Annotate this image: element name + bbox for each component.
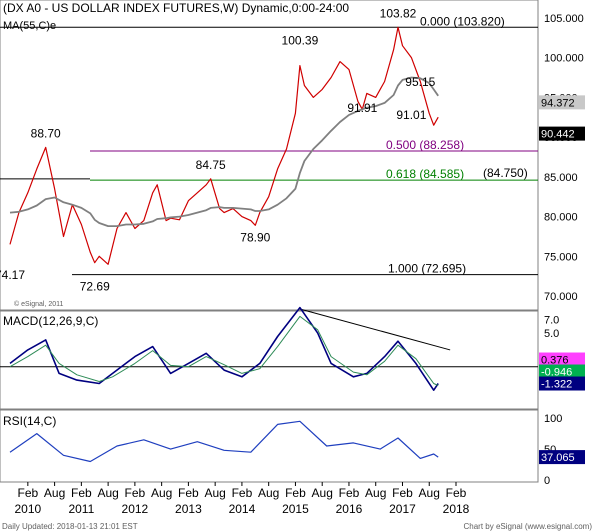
price-annotation: 72.69: [80, 280, 110, 294]
x-month-label: Feb: [71, 486, 92, 500]
value-tag-bg: [539, 126, 585, 141]
rsi-panel-bg: [0, 409, 539, 483]
x-month-label: Feb: [17, 486, 38, 500]
x-month-label: Feb: [392, 486, 413, 500]
rsi-title: RSI(14,C): [3, 414, 56, 428]
y-tick-label: 0: [544, 475, 550, 487]
x-axis: Feb Aug Feb Aug Feb Aug Feb Aug Feb Aug Feb Aug Feb A…: [14, 482, 470, 516]
x-month-label: Aug: [419, 486, 440, 500]
side-level-label: (84.750): [483, 166, 528, 180]
macd-panel: 05.07.00.376-0.946-1.322: [0, 306, 585, 392]
x-month-label: Feb: [285, 486, 306, 500]
y-tick-label: 75.000: [544, 251, 578, 263]
x-month-label: Aug: [258, 486, 279, 500]
x-year-label: 2012: [122, 502, 149, 516]
series-line-0: [9, 306, 439, 392]
x-month-label: Aug: [365, 486, 386, 500]
price-annotation: 91.91: [347, 101, 377, 115]
y-tick-label: 80.000: [544, 212, 578, 224]
value-tag-bg: [539, 352, 585, 367]
rsi-panel: 05010037.065: [9, 413, 585, 487]
price-annotation: 103.82: [380, 6, 417, 20]
y-tick-label: 100.000: [544, 53, 584, 65]
x-year-label: 2011: [68, 502, 94, 516]
macd-trendline: [299, 308, 451, 351]
y-tick-label: 85.000: [544, 172, 578, 184]
y-tick-label: 7.0: [544, 315, 559, 327]
x-month-label: Feb: [125, 486, 146, 500]
y-tick-label: 105.000: [544, 13, 584, 25]
price-chart-title: (DX A0 - US DOLLAR INDEX FUTURES,W) Dyna…: [3, 1, 349, 15]
value-tag-bg: [539, 95, 585, 110]
x-year-label: 2014: [229, 502, 256, 516]
x-month-label: Feb: [446, 486, 467, 500]
series-line-1: [9, 76, 439, 228]
footer-credit: Chart by eSignal (www.esignal.com): [464, 522, 593, 531]
macd-panel-bg: [0, 310, 539, 410]
x-year-label: 2017: [389, 502, 416, 516]
value-tag-label: -0.946: [541, 367, 572, 379]
x-month-label: Aug: [312, 486, 333, 500]
fib-level-label: 1.000 (72.695): [388, 262, 466, 276]
price-annotation: 74.17: [0, 268, 25, 282]
x-year-label: 2010: [14, 502, 41, 516]
fib-level-label: 0.500 (88.258): [386, 138, 464, 152]
value-tag-label: 0.376: [541, 355, 569, 367]
fib-level-label: 0.618 (84.585): [386, 167, 464, 181]
value-tag-bg: [539, 450, 585, 465]
x-month-label: Aug: [151, 486, 172, 500]
price-panel-bg: [0, 0, 539, 311]
value-tag-bg: [539, 376, 585, 391]
y-tick-label: 70.000: [544, 291, 578, 303]
price-annotation: 88.70: [31, 126, 61, 140]
x-year-label: 2013: [175, 502, 202, 516]
x-year-label: 2018: [443, 502, 470, 516]
x-month-label: Aug: [204, 486, 225, 500]
x-month-label: Feb: [178, 486, 199, 500]
y-tick-label: 100: [544, 413, 562, 425]
price-annotation: 91.01: [396, 108, 426, 122]
x-year-label: 2016: [336, 502, 363, 516]
price-annotation: 100.39: [282, 34, 319, 48]
series-line-1: [9, 315, 439, 386]
price-annotation: 95.15: [405, 75, 435, 89]
value-tag-label: 90.442: [541, 129, 575, 141]
value-tag-bg: [539, 364, 585, 379]
y-tick-label: 5.0: [544, 328, 559, 340]
price-annotation: 84.75: [196, 158, 226, 172]
price-panel: 70.00075.00080.00085.00090.00095.000100.…: [0, 6, 585, 303]
x-month-label: Aug: [44, 486, 65, 500]
fib-level-label: 0.000 (103.820): [420, 14, 505, 28]
x-year-label: 2015: [282, 502, 309, 516]
value-tag-label: 37.065: [541, 452, 575, 464]
x-month-label: Feb: [232, 486, 253, 500]
ma-indicator-label: MA(55,C)e: [3, 20, 56, 32]
x-month-label: Feb: [339, 486, 360, 500]
series-line-0: [9, 420, 439, 463]
x-month-label: Aug: [97, 486, 118, 500]
value-tag-label: -1.322: [541, 379, 572, 391]
value-tag-label: 94.372: [541, 97, 575, 109]
macd-title: MACD(12,26,9,C): [3, 314, 98, 328]
chart-watermark: © eSignal, 2011: [14, 300, 64, 308]
price-annotation: 78.90: [240, 230, 270, 244]
footer-updated: Daily Updated: 2018-01-13 21:01 EST: [2, 522, 138, 531]
